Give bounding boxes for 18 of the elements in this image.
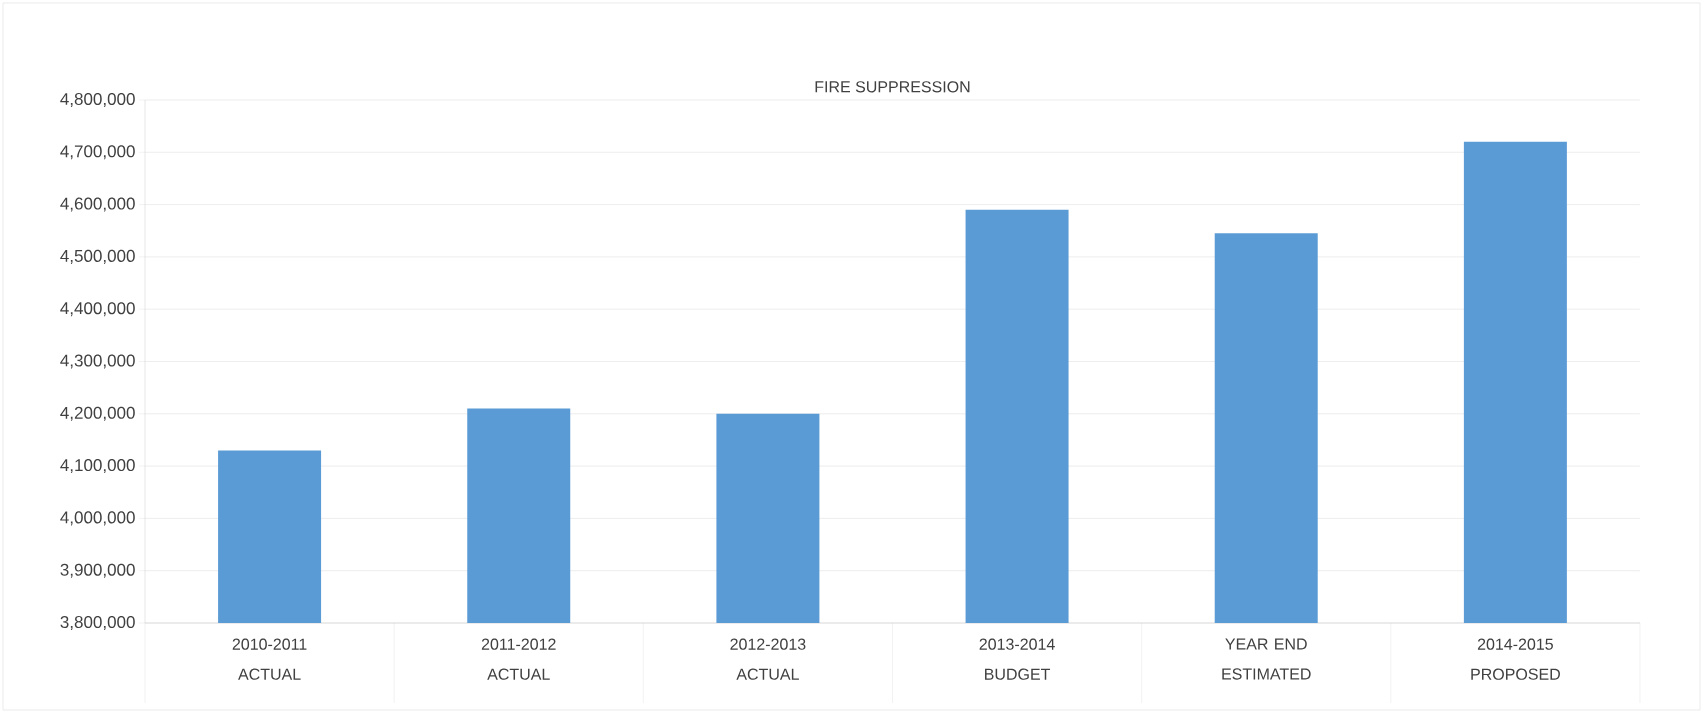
x-tick-label: 2012-2013 ACTUAL xyxy=(730,638,806,680)
x-tick-label: 2013-2014 BUDGET xyxy=(979,638,1055,680)
y-tick-label: 3,800,000 xyxy=(60,615,135,631)
y-tick-label: 4,700,000 xyxy=(60,145,135,160)
y-tick-label: 4,600,000 xyxy=(60,197,135,212)
y-tick-label: 4,800,000 xyxy=(60,92,135,108)
x-tick-label: 2010-2011 ACTUAL xyxy=(232,638,307,680)
y-tick-label: 4,200,000 xyxy=(60,406,135,421)
y-tick-label: 4,100,000 xyxy=(60,459,135,474)
x-tick-label: YEAR END ESTIMATED xyxy=(1222,638,1311,680)
y-tick-label: 4,500,000 xyxy=(60,249,135,264)
y-tick-label: 4,400,000 xyxy=(60,302,135,317)
chart-title: FIRE SUPPRESSION xyxy=(815,81,970,93)
x-tick-label: 2014-2015 PROPOSED xyxy=(1471,638,1560,680)
x-tick-label: 2011-2012 ACTUAL xyxy=(481,638,556,680)
y-tick-label: 4,000,000 xyxy=(60,511,135,526)
y-tick-label: 3,900,000 xyxy=(60,563,135,578)
y-tick-label: 4,300,000 xyxy=(60,354,135,369)
